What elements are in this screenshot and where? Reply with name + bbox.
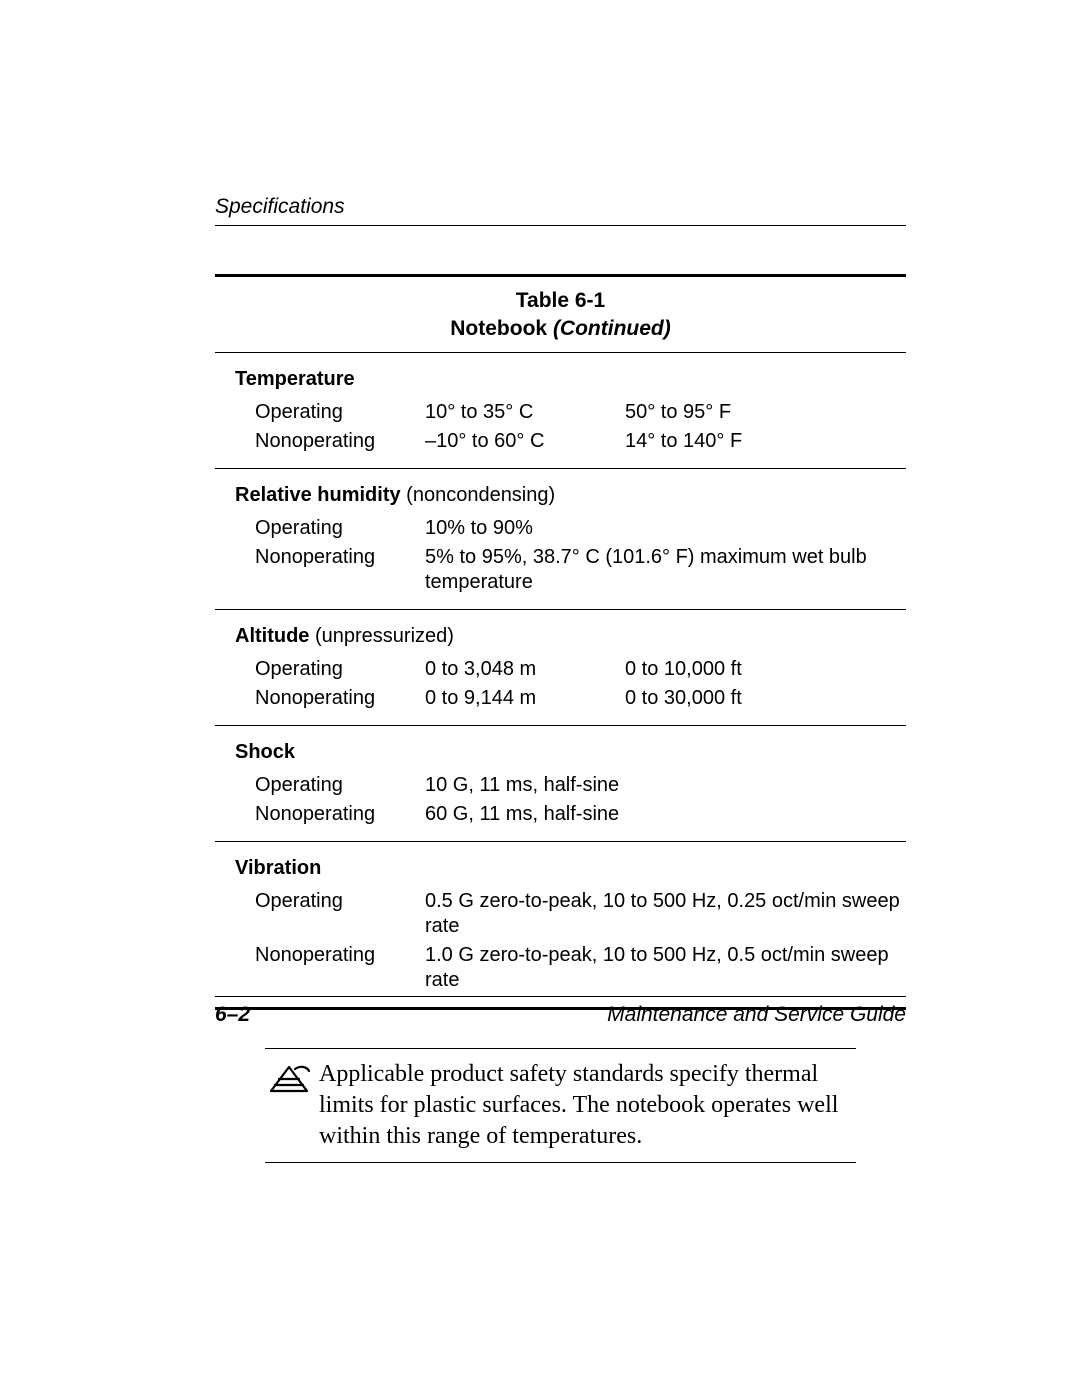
row-val-imperial: 50° to 95° F	[625, 398, 906, 427]
table-row: Operating 10% to 90%	[215, 514, 906, 543]
row-val-imperial: 0 to 30,000 ft	[625, 684, 906, 726]
row-name: Nonoperating	[215, 427, 425, 469]
row-val-metric: 0 to 3,048 m	[425, 655, 625, 684]
row-val-metric: –10° to 60° C	[425, 427, 625, 469]
table-caption-line2: Notebook	[450, 317, 553, 340]
section-header-altitude: Altitude (unpressurized)	[215, 610, 906, 655]
row-val-imperial: 14° to 140° F	[625, 427, 906, 469]
row-name: Operating	[215, 655, 425, 684]
table-caption-line1: Table 6-1	[516, 289, 605, 312]
table-row: Nonoperating 60 G, 11 ms, half-sine	[215, 800, 906, 842]
row-val-imperial: 0 to 10,000 ft	[625, 655, 906, 684]
running-head: Specifications	[215, 195, 906, 226]
row-val: 10% to 90%	[425, 514, 906, 543]
table-caption: Table 6-1 Notebook (Continued)	[215, 277, 906, 353]
footer-page-number: 6–2	[215, 1003, 250, 1027]
section-label: Altitude	[215, 625, 309, 647]
row-name: Nonoperating	[215, 684, 425, 726]
row-name: Operating	[215, 398, 425, 427]
table-row: Nonoperating 5% to 95%, 38.7° C (101.6° …	[215, 543, 906, 610]
table-row: Operating 10 G, 11 ms, half-sine	[215, 771, 906, 800]
row-val: 60 G, 11 ms, half-sine	[425, 800, 906, 842]
row-val-metric: 10° to 35° C	[425, 398, 625, 427]
row-val: 0.5 G zero-to-peak, 10 to 500 Hz, 0.25 o…	[425, 887, 906, 941]
row-name: Operating	[215, 887, 425, 941]
section-label: Vibration	[215, 857, 321, 879]
section-label: Relative humidity	[215, 484, 401, 506]
page: Specifications Table 6-1 Notebook (Conti…	[0, 0, 1080, 1397]
row-name: Nonoperating	[215, 543, 425, 610]
section-header-temperature: Temperature	[215, 353, 906, 398]
section-header-humidity: Relative humidity (noncondensing)	[215, 469, 906, 514]
spec-table-body: Temperature Operating 10° to 35° C 50° t…	[215, 353, 906, 1007]
table-row: Operating 10° to 35° C 50° to 95° F	[215, 398, 906, 427]
note-block: Applicable product safety standards spec…	[265, 1048, 856, 1164]
table-row: Operating 0 to 3,048 m 0 to 10,000 ft	[215, 655, 906, 684]
note-text: Applicable product safety standards spec…	[319, 1059, 856, 1153]
page-footer: 6–2 Maintenance and Service Guide	[215, 996, 906, 1027]
row-val: 10 G, 11 ms, half-sine	[425, 771, 906, 800]
footer-title: Maintenance and Service Guide	[607, 1003, 906, 1027]
row-val-metric: 0 to 9,144 m	[425, 684, 625, 726]
section-label: Temperature	[215, 368, 355, 390]
row-name: Nonoperating	[215, 800, 425, 842]
row-val: 5% to 95%, 38.7° C (101.6° F) maximum we…	[425, 543, 906, 610]
row-name: Operating	[215, 514, 425, 543]
section-label: Shock	[215, 741, 295, 763]
row-name: Operating	[215, 771, 425, 800]
note-icon	[265, 1061, 313, 1101]
table-row: Nonoperating 0 to 9,144 m 0 to 30,000 ft	[215, 684, 906, 726]
section-note: (unpressurized)	[309, 625, 454, 647]
section-header-shock: Shock	[215, 726, 906, 771]
spec-table: Table 6-1 Notebook (Continued) Temperatu…	[215, 274, 906, 1010]
table-row: Nonoperating –10° to 60° C 14° to 140° F	[215, 427, 906, 469]
table-row: Operating 0.5 G zero-to-peak, 10 to 500 …	[215, 887, 906, 941]
table-caption-continued: (Continued)	[553, 317, 671, 340]
section-note: (noncondensing)	[401, 484, 556, 506]
section-header-vibration: Vibration	[215, 842, 906, 887]
